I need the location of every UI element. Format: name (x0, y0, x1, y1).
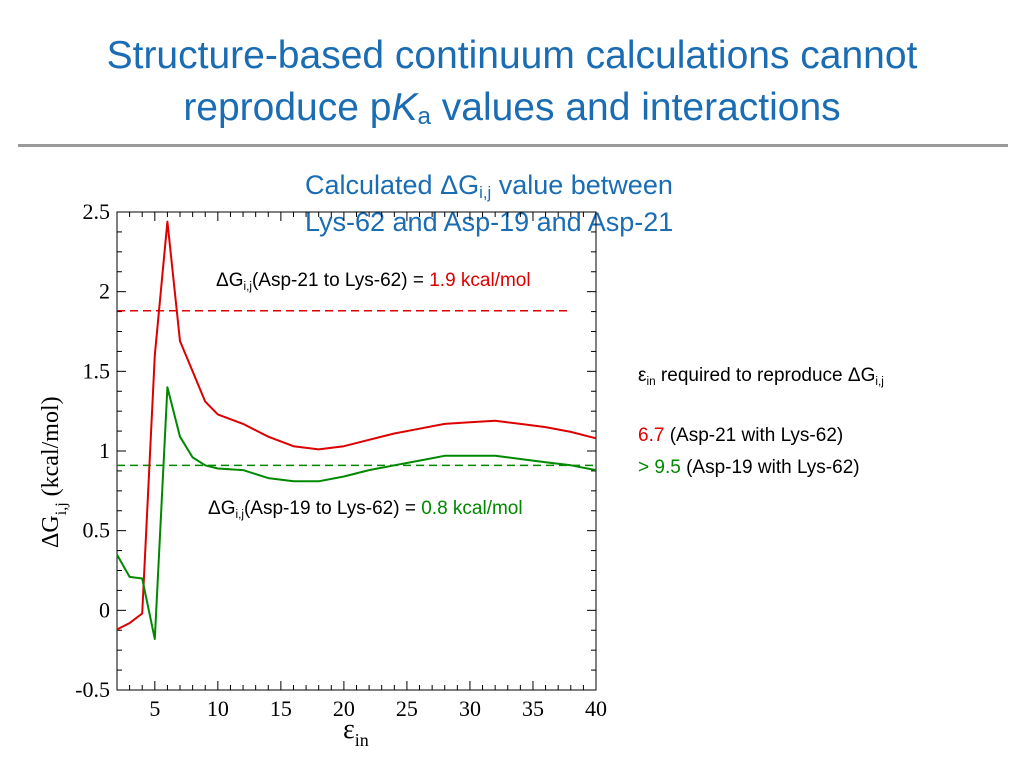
side-note-line1-text: (Asp-21 with Lys-62) (664, 425, 844, 446)
side-note-line2: > 9.5 (Asp-19 with Lys-62) (638, 457, 860, 479)
slide-title-sub-a: a (417, 103, 431, 130)
annotation-asp21-pre: ΔG (216, 270, 244, 291)
chart-title-line1-post: value between (491, 170, 673, 200)
y-tick-label: 1.5 (83, 358, 111, 383)
y-tick-label: 2.5 (83, 199, 111, 224)
x-tick-label: 15 (270, 696, 292, 721)
annotation-asp19-sub: i,j (235, 508, 244, 521)
annotation-asp19-value: 0.8 kcal/mol (421, 498, 523, 519)
side-note-line2-value: > 9.5 (638, 457, 681, 478)
annotation-asp19-mid: (Asp-19 to Lys-62) = (243, 498, 422, 519)
side-note-line1: 6.7 (Asp-21 with Lys-62) (638, 425, 843, 447)
series-line (116, 220, 597, 631)
y-tick-label: 2 (99, 279, 110, 304)
series-lines (116, 220, 597, 640)
y-axis-label-main: ΔG (38, 515, 64, 548)
annotation-asp21-value: 1.9 kcal/mol (429, 270, 531, 291)
x-tick-label: 25 (396, 696, 418, 721)
chart-title-line1-sub: i,j (479, 183, 492, 202)
x-axis-label-main: ε (343, 714, 355, 745)
x-axis-label: εin (343, 714, 369, 750)
x-axis-ticks: 5 10 15 20 25 30 35 40 (116, 212, 607, 721)
y-axis-label-sub: i,j (53, 502, 70, 515)
side-note-heading: εin required to reproduce ΔGi,j (638, 365, 884, 387)
y-tick-label: -0.5 (75, 677, 110, 702)
x-tick-label: 20 (333, 696, 355, 721)
annotation-asp21: ΔGi,j(Asp-21 to Lys-62) = 1.9 kcal/mol (216, 270, 531, 292)
slide-title: Structure-based continuum calculations c… (0, 30, 1024, 134)
x-tick-label: 5 (149, 696, 160, 721)
annotation-asp19-pre: ΔG (208, 498, 236, 519)
annotation-asp19: ΔGi,j(Asp-19 to Lys-62) = 0.8 kcal/mol (208, 498, 523, 520)
x-tick-label: 40 (585, 696, 607, 721)
annotation-asp21-mid: (Asp-21 to Lys-62) = (251, 270, 430, 291)
slide-title-line2-pre: reproduce p (183, 86, 392, 129)
reference-lines (117, 310, 596, 467)
side-note-heading-mid: required to reproduce ΔG (655, 365, 876, 386)
series-line (116, 386, 597, 640)
side-note-line1-value: 6.7 (638, 425, 665, 446)
side-note-eps: ε (638, 365, 647, 386)
chart-title-line1-pre: Calculated ΔG (305, 170, 480, 200)
x-tick-label: 35 (522, 696, 544, 721)
annotation-asp21-sub: i,j (243, 280, 252, 293)
x-tick-label: 30 (459, 696, 481, 721)
title-divider (18, 144, 1008, 147)
y-axis-label: ΔGi,j (kcal/mol) (38, 396, 70, 548)
y-tick-label: 0.5 (83, 518, 111, 543)
x-axis-label-sub: in (355, 730, 369, 750)
slide-title-line1: Structure-based continuum calculations c… (106, 34, 918, 77)
side-note-eps-sub: in (646, 375, 656, 388)
slide-title-italic-k: K (391, 86, 418, 129)
y-tick-label: 1 (99, 438, 110, 463)
side-note-heading-sub: i,j (875, 375, 884, 388)
y-axis-label-post: (kcal/mol) (38, 396, 64, 502)
x-tick-label: 10 (207, 696, 229, 721)
y-tick-label: 0 (99, 597, 110, 622)
slide-title-line2-post: values and interactions (430, 86, 841, 129)
side-note-line2-text: (Asp-19 with Lys-62) (680, 457, 860, 478)
y-axis-ticks: -0.5 0 0.5 1 1.5 2 2.5 (75, 199, 596, 702)
